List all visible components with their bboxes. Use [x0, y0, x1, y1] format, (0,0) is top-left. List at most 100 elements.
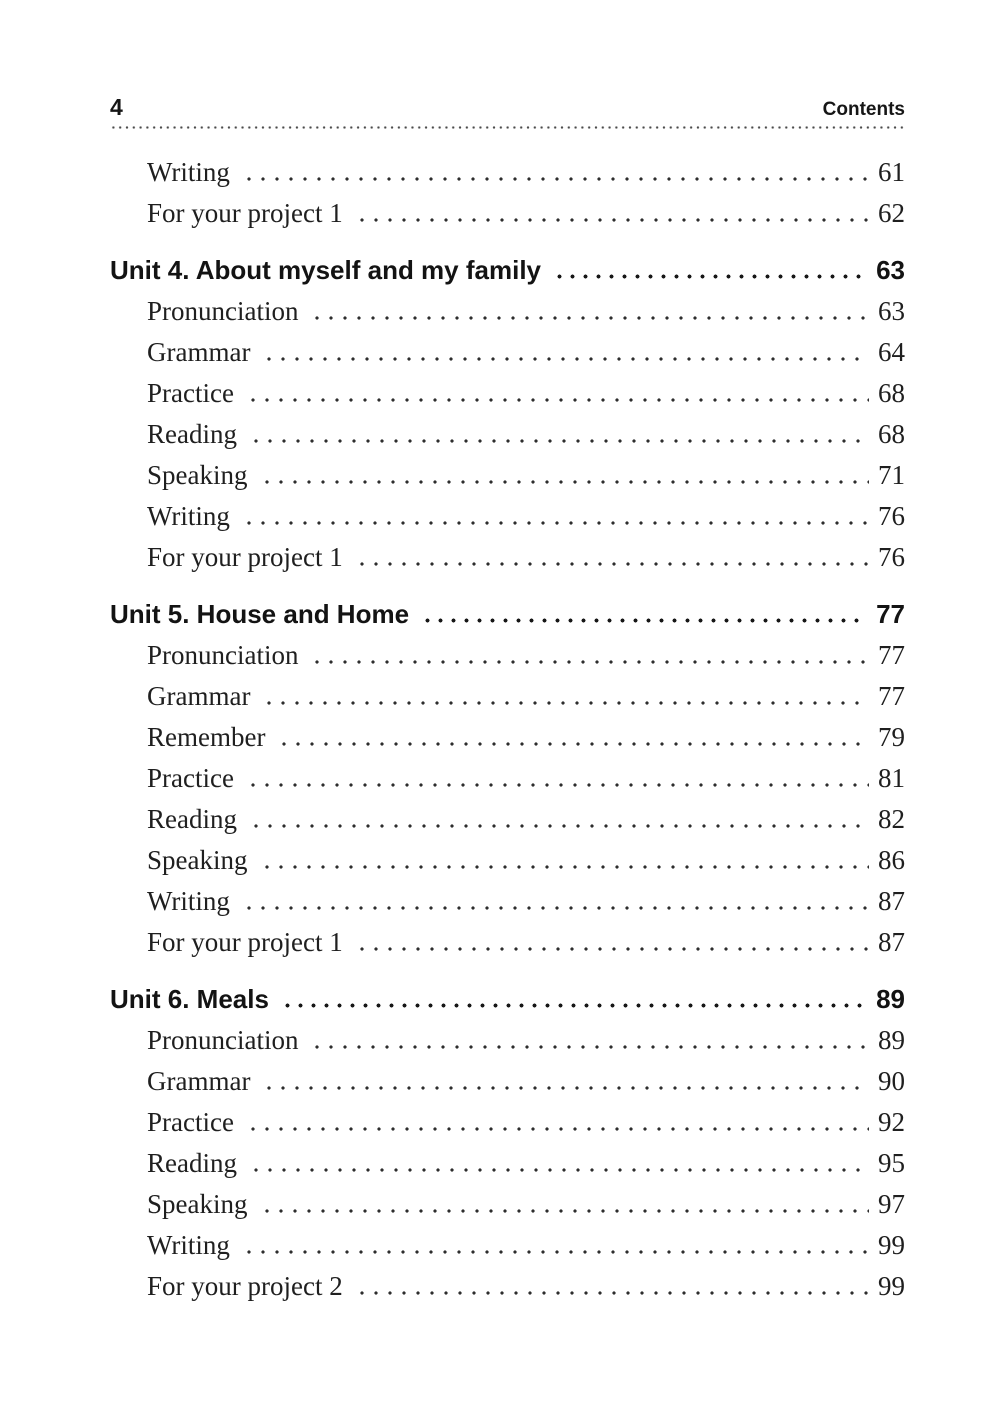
dot-leader — [257, 1209, 869, 1213]
dot-leader — [308, 316, 869, 320]
toc-entry-label: For your project 1 — [147, 927, 343, 957]
toc-entry-page: 92 — [878, 1107, 905, 1137]
toc-entry-page: 68 — [878, 419, 905, 449]
toc-entry-label: Grammar — [147, 1066, 251, 1096]
dot-leader — [246, 824, 869, 828]
toc-entry-page: 68 — [878, 378, 905, 408]
toc-entry-page: 89 — [876, 984, 905, 1014]
toc-entry-label: For your project 1 — [147, 542, 343, 572]
dotted-rule — [110, 125, 905, 130]
toc-entry-label: Speaking — [147, 1189, 248, 1219]
dot-leader — [308, 660, 869, 664]
dot-leader — [246, 439, 869, 443]
toc-entry-page: 61 — [878, 157, 905, 187]
toc-entry-label: Writing — [147, 1230, 230, 1260]
toc-entry: Speaking 71 — [110, 455, 905, 496]
dot-leader — [239, 1250, 869, 1254]
toc-entry: Practice 68 — [110, 373, 905, 414]
dot-leader — [257, 865, 869, 869]
toc-entry-label: For your project 1 — [147, 198, 343, 228]
toc-entry-page: 90 — [878, 1066, 905, 1096]
page-number: 4 — [110, 94, 123, 120]
dot-leader — [352, 947, 869, 951]
toc-entry: For your project 1 76 — [110, 537, 905, 578]
toc-entry-page: 77 — [878, 640, 905, 670]
dot-leader — [352, 562, 869, 566]
dot-leader — [239, 177, 869, 181]
dot-leader — [239, 521, 869, 525]
toc-entry: Reading 68 — [110, 414, 905, 455]
dot-leader — [243, 398, 869, 402]
toc-entry: For your project 1 87 — [110, 922, 905, 963]
toc-entry: For your project 1 62 — [110, 193, 905, 234]
toc-entry-label: For your project 2 — [147, 1271, 343, 1301]
toc-entry: Reading 95 — [110, 1143, 905, 1184]
toc-entry-page: 71 — [878, 460, 905, 490]
toc-entry-page: 64 — [878, 337, 905, 367]
toc-entry-page: 77 — [876, 599, 905, 629]
toc-entry-label: Unit 6. Meals — [110, 984, 269, 1014]
toc-entry-page: 99 — [878, 1230, 905, 1260]
toc-entry-label: Pronunciation — [147, 296, 299, 326]
toc-entry-page: 62 — [878, 198, 905, 228]
toc-entry: Speaking 97 — [110, 1184, 905, 1225]
toc-entry: Practice 81 — [110, 758, 905, 799]
dot-leader — [260, 357, 869, 361]
toc-entry-label: Reading — [147, 1148, 237, 1178]
dot-leader — [278, 1003, 868, 1008]
dot-leader — [551, 274, 868, 279]
toc-entry: Pronunciation 63 — [110, 291, 905, 332]
dot-leader — [352, 218, 869, 222]
toc-entry-page: 77 — [878, 681, 905, 711]
toc-unit-heading: Unit 6. Meals 89 — [110, 979, 905, 1020]
toc-entry-page: 82 — [878, 804, 905, 834]
toc-entry: For your project 2 99 — [110, 1266, 905, 1307]
toc-entry: Remember 79 — [110, 717, 905, 758]
toc-entry: Pronunciation 77 — [110, 635, 905, 676]
toc-entry-label: Practice — [147, 378, 234, 408]
toc-entry-label: Speaking — [147, 845, 248, 875]
dot-leader — [352, 1291, 869, 1295]
dot-leader — [239, 906, 869, 910]
toc-entry-label: Writing — [147, 886, 230, 916]
toc-entry: Writing 61 — [110, 152, 905, 193]
dot-leader — [246, 1168, 869, 1172]
toc-entry: Practice 92 — [110, 1102, 905, 1143]
toc-entry-page: 89 — [878, 1025, 905, 1055]
toc-entry-label: Pronunciation — [147, 640, 299, 670]
toc-entry-label: Speaking — [147, 460, 248, 490]
toc-entry-page: 63 — [878, 296, 905, 326]
toc-entry: Writing 76 — [110, 496, 905, 537]
toc-entry-page: 87 — [878, 927, 905, 957]
toc-entry-page: 76 — [878, 501, 905, 531]
toc-entry: Grammar 90 — [110, 1061, 905, 1102]
dot-leader — [257, 480, 869, 484]
toc-entry-page: 86 — [878, 845, 905, 875]
toc-entry-label: Unit 4. About myself and my family — [110, 255, 542, 285]
toc-entry: Reading 82 — [110, 799, 905, 840]
toc-entry-label: Grammar — [147, 337, 251, 367]
toc-entry-page: 99 — [878, 1271, 905, 1301]
toc-unit-heading: Unit 5. House and Home 77 — [110, 594, 905, 635]
toc-entry-label: Writing — [147, 157, 230, 187]
toc-entry-label: Pronunciation — [147, 1025, 299, 1055]
toc-entry-label: Unit 5. House and Home — [110, 599, 410, 629]
dot-leader — [275, 742, 869, 746]
dot-leader — [243, 1127, 869, 1131]
dot-leader — [260, 701, 869, 705]
toc-entry-label: Reading — [147, 419, 237, 449]
toc-entry-page: 97 — [878, 1189, 905, 1219]
toc-entry: Grammar 77 — [110, 676, 905, 717]
toc-entry: Writing 87 — [110, 881, 905, 922]
toc-entry-page: 81 — [878, 763, 905, 793]
toc-entry: Speaking 86 — [110, 840, 905, 881]
toc-entry-page: 87 — [878, 886, 905, 916]
toc-entry-label: Reading — [147, 804, 237, 834]
toc-entry-label: Grammar — [147, 681, 251, 711]
toc-entry-page: 79 — [878, 722, 905, 752]
toc-unit-heading: Unit 4. About myself and my family 63 — [110, 250, 905, 291]
toc-entry-page: 76 — [878, 542, 905, 572]
toc-entry-label: Remember — [147, 722, 266, 752]
toc-entry: Writing 99 — [110, 1225, 905, 1266]
